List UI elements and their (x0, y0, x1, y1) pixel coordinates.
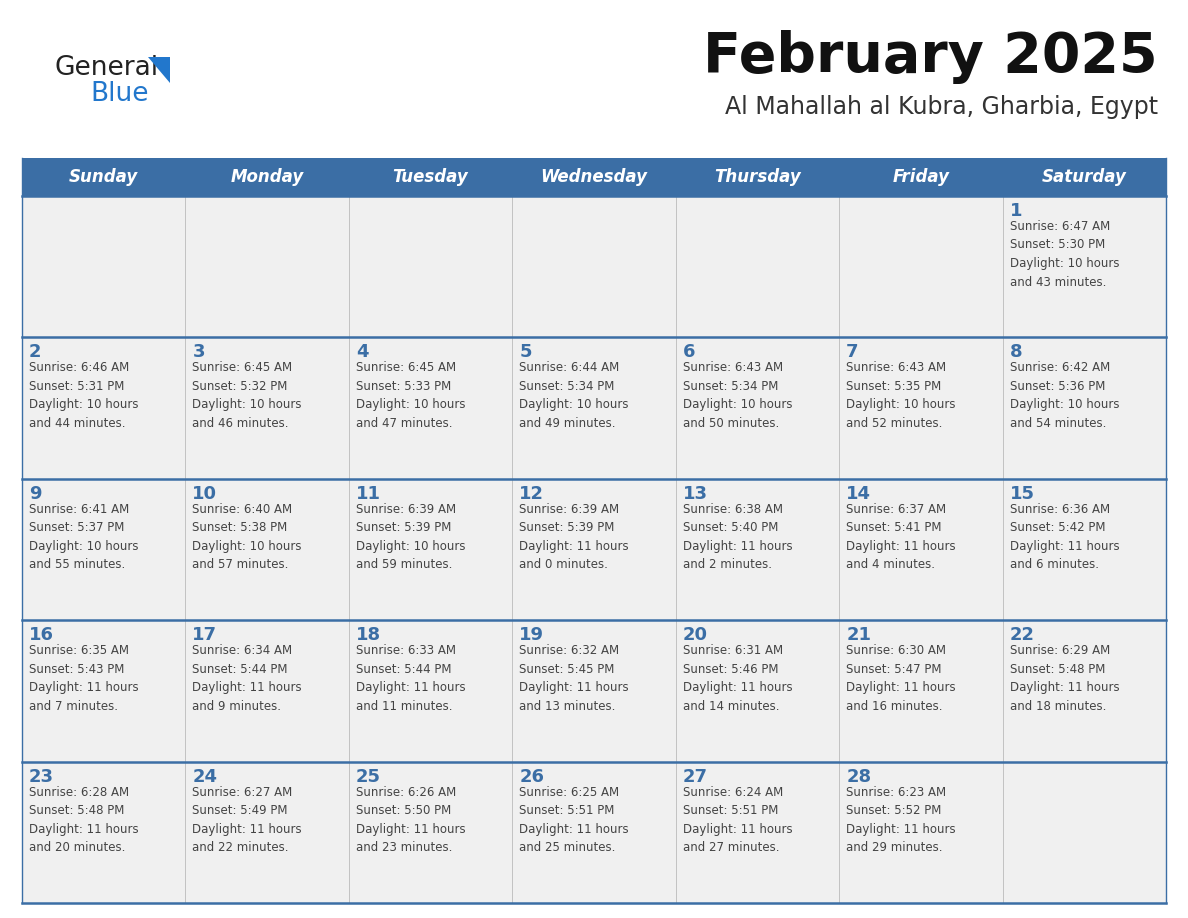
Text: Sunrise: 6:32 AM
Sunset: 5:45 PM
Daylight: 11 hours
and 13 minutes.: Sunrise: 6:32 AM Sunset: 5:45 PM Dayligh… (519, 644, 628, 712)
Text: 17: 17 (192, 626, 217, 644)
Text: Tuesday: Tuesday (393, 168, 468, 186)
Text: Sunrise: 6:26 AM
Sunset: 5:50 PM
Daylight: 11 hours
and 23 minutes.: Sunrise: 6:26 AM Sunset: 5:50 PM Dayligh… (356, 786, 466, 854)
Text: Sunrise: 6:45 AM
Sunset: 5:33 PM
Daylight: 10 hours
and 47 minutes.: Sunrise: 6:45 AM Sunset: 5:33 PM Dayligh… (356, 362, 466, 430)
Text: 4: 4 (356, 343, 368, 362)
Text: Sunrise: 6:27 AM
Sunset: 5:49 PM
Daylight: 11 hours
and 22 minutes.: Sunrise: 6:27 AM Sunset: 5:49 PM Dayligh… (192, 786, 302, 854)
Text: Sunrise: 6:45 AM
Sunset: 5:32 PM
Daylight: 10 hours
and 46 minutes.: Sunrise: 6:45 AM Sunset: 5:32 PM Dayligh… (192, 362, 302, 430)
Text: 22: 22 (1010, 626, 1035, 644)
Bar (23, 621, 1165, 762)
Text: 2: 2 (29, 343, 42, 362)
Text: Saturday: Saturday (1042, 168, 1126, 186)
Text: 1: 1 (1010, 202, 1022, 220)
Text: 12: 12 (519, 485, 544, 503)
Text: 8: 8 (1010, 343, 1022, 362)
Text: Sunrise: 6:23 AM
Sunset: 5:52 PM
Daylight: 11 hours
and 29 minutes.: Sunrise: 6:23 AM Sunset: 5:52 PM Dayligh… (846, 786, 956, 854)
Text: Sunrise: 6:33 AM
Sunset: 5:44 PM
Daylight: 11 hours
and 11 minutes.: Sunrise: 6:33 AM Sunset: 5:44 PM Dayligh… (356, 644, 466, 712)
Text: 10: 10 (192, 485, 217, 503)
Text: Sunrise: 6:43 AM
Sunset: 5:35 PM
Daylight: 10 hours
and 52 minutes.: Sunrise: 6:43 AM Sunset: 5:35 PM Dayligh… (846, 362, 955, 430)
Text: 15: 15 (1010, 485, 1035, 503)
Text: Blue: Blue (90, 81, 148, 107)
Text: Al Mahallah al Kubra, Gharbia, Egypt: Al Mahallah al Kubra, Gharbia, Egypt (725, 95, 1158, 119)
Text: Sunrise: 6:39 AM
Sunset: 5:39 PM
Daylight: 11 hours
and 0 minutes.: Sunrise: 6:39 AM Sunset: 5:39 PM Dayligh… (519, 503, 628, 571)
Text: Sunrise: 6:41 AM
Sunset: 5:37 PM
Daylight: 10 hours
and 55 minutes.: Sunrise: 6:41 AM Sunset: 5:37 PM Dayligh… (29, 503, 139, 571)
Text: Sunrise: 6:25 AM
Sunset: 5:51 PM
Daylight: 11 hours
and 25 minutes.: Sunrise: 6:25 AM Sunset: 5:51 PM Dayligh… (519, 786, 628, 854)
Text: 14: 14 (846, 485, 871, 503)
Text: Sunrise: 6:44 AM
Sunset: 5:34 PM
Daylight: 10 hours
and 49 minutes.: Sunrise: 6:44 AM Sunset: 5:34 PM Dayligh… (519, 362, 628, 430)
Text: 28: 28 (846, 767, 871, 786)
Text: 11: 11 (356, 485, 381, 503)
Text: February 2025: February 2025 (703, 30, 1158, 84)
Text: Sunrise: 6:24 AM
Sunset: 5:51 PM
Daylight: 11 hours
and 27 minutes.: Sunrise: 6:24 AM Sunset: 5:51 PM Dayligh… (683, 786, 792, 854)
Text: 3: 3 (192, 343, 204, 362)
Text: 13: 13 (683, 485, 708, 503)
Bar (23, 479, 1165, 621)
Bar (23, 762, 1165, 903)
Text: 25: 25 (356, 767, 381, 786)
Text: 20: 20 (683, 626, 708, 644)
Text: 27: 27 (683, 767, 708, 786)
Text: Sunrise: 6:40 AM
Sunset: 5:38 PM
Daylight: 10 hours
and 57 minutes.: Sunrise: 6:40 AM Sunset: 5:38 PM Dayligh… (192, 503, 302, 571)
Text: 21: 21 (846, 626, 871, 644)
Bar (23, 196, 1165, 338)
Text: Sunrise: 6:46 AM
Sunset: 5:31 PM
Daylight: 10 hours
and 44 minutes.: Sunrise: 6:46 AM Sunset: 5:31 PM Dayligh… (29, 362, 139, 430)
Text: Monday: Monday (230, 168, 304, 186)
Text: 24: 24 (192, 767, 217, 786)
Polygon shape (148, 57, 170, 83)
Text: Friday: Friday (892, 168, 949, 186)
Text: Sunday: Sunday (69, 168, 138, 186)
Text: 5: 5 (519, 343, 532, 362)
Text: 9: 9 (29, 485, 42, 503)
Bar (23, 158, 1165, 196)
Text: Sunrise: 6:30 AM
Sunset: 5:47 PM
Daylight: 11 hours
and 16 minutes.: Sunrise: 6:30 AM Sunset: 5:47 PM Dayligh… (846, 644, 956, 712)
Text: 6: 6 (683, 343, 695, 362)
Text: 26: 26 (519, 767, 544, 786)
Text: Sunrise: 6:29 AM
Sunset: 5:48 PM
Daylight: 11 hours
and 18 minutes.: Sunrise: 6:29 AM Sunset: 5:48 PM Dayligh… (1010, 644, 1119, 712)
Text: Sunrise: 6:42 AM
Sunset: 5:36 PM
Daylight: 10 hours
and 54 minutes.: Sunrise: 6:42 AM Sunset: 5:36 PM Dayligh… (1010, 362, 1119, 430)
Text: Sunrise: 6:31 AM
Sunset: 5:46 PM
Daylight: 11 hours
and 14 minutes.: Sunrise: 6:31 AM Sunset: 5:46 PM Dayligh… (683, 644, 792, 712)
Text: Sunrise: 6:34 AM
Sunset: 5:44 PM
Daylight: 11 hours
and 9 minutes.: Sunrise: 6:34 AM Sunset: 5:44 PM Dayligh… (192, 644, 302, 712)
Text: 23: 23 (29, 767, 53, 786)
Text: 16: 16 (29, 626, 53, 644)
Text: Sunrise: 6:38 AM
Sunset: 5:40 PM
Daylight: 11 hours
and 2 minutes.: Sunrise: 6:38 AM Sunset: 5:40 PM Dayligh… (683, 503, 792, 571)
Text: Sunrise: 6:43 AM
Sunset: 5:34 PM
Daylight: 10 hours
and 50 minutes.: Sunrise: 6:43 AM Sunset: 5:34 PM Dayligh… (683, 362, 792, 430)
Text: Sunrise: 6:37 AM
Sunset: 5:41 PM
Daylight: 11 hours
and 4 minutes.: Sunrise: 6:37 AM Sunset: 5:41 PM Dayligh… (846, 503, 956, 571)
Text: 18: 18 (356, 626, 381, 644)
Text: 19: 19 (519, 626, 544, 644)
Text: General: General (55, 55, 159, 81)
Text: Thursday: Thursday (714, 168, 801, 186)
Text: 7: 7 (846, 343, 859, 362)
Text: Wednesday: Wednesday (541, 168, 647, 186)
Bar (23, 338, 1165, 479)
Text: Sunrise: 6:28 AM
Sunset: 5:48 PM
Daylight: 11 hours
and 20 minutes.: Sunrise: 6:28 AM Sunset: 5:48 PM Dayligh… (29, 786, 139, 854)
Text: Sunrise: 6:35 AM
Sunset: 5:43 PM
Daylight: 11 hours
and 7 minutes.: Sunrise: 6:35 AM Sunset: 5:43 PM Dayligh… (29, 644, 139, 712)
Text: Sunrise: 6:39 AM
Sunset: 5:39 PM
Daylight: 10 hours
and 59 minutes.: Sunrise: 6:39 AM Sunset: 5:39 PM Dayligh… (356, 503, 466, 571)
Text: Sunrise: 6:47 AM
Sunset: 5:30 PM
Daylight: 10 hours
and 43 minutes.: Sunrise: 6:47 AM Sunset: 5:30 PM Dayligh… (1010, 220, 1119, 288)
Text: Sunrise: 6:36 AM
Sunset: 5:42 PM
Daylight: 11 hours
and 6 minutes.: Sunrise: 6:36 AM Sunset: 5:42 PM Dayligh… (1010, 503, 1119, 571)
